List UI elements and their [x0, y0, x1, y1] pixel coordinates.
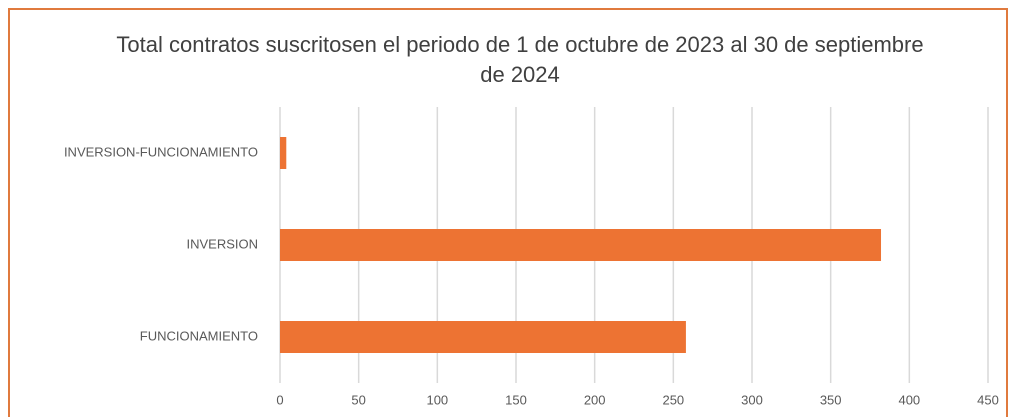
- x-tick-label: 100: [426, 392, 448, 407]
- x-tick-label: 300: [741, 392, 763, 407]
- y-tick-label: INVERSION-FUNCIONAMIENTO: [64, 144, 258, 159]
- chart-title: Total contratos suscritosen el periodo d…: [116, 32, 924, 87]
- y-tick-label: FUNCIONAMIENTO: [140, 328, 258, 343]
- chart-frame: [8, 8, 1008, 417]
- x-tick-label: 0: [276, 392, 283, 407]
- x-tick-label: 50: [351, 392, 365, 407]
- x-tick-label: 150: [505, 392, 527, 407]
- x-tick-label: 350: [820, 392, 842, 407]
- x-tick-label: 250: [662, 392, 684, 407]
- x-tick-label: 450: [977, 392, 999, 407]
- bar: [280, 229, 882, 261]
- x-tick-label: 400: [898, 392, 920, 407]
- x-tick-label: 200: [584, 392, 606, 407]
- bar: [280, 137, 287, 169]
- y-tick-label: INVERSION: [186, 236, 258, 251]
- bar: [280, 321, 686, 353]
